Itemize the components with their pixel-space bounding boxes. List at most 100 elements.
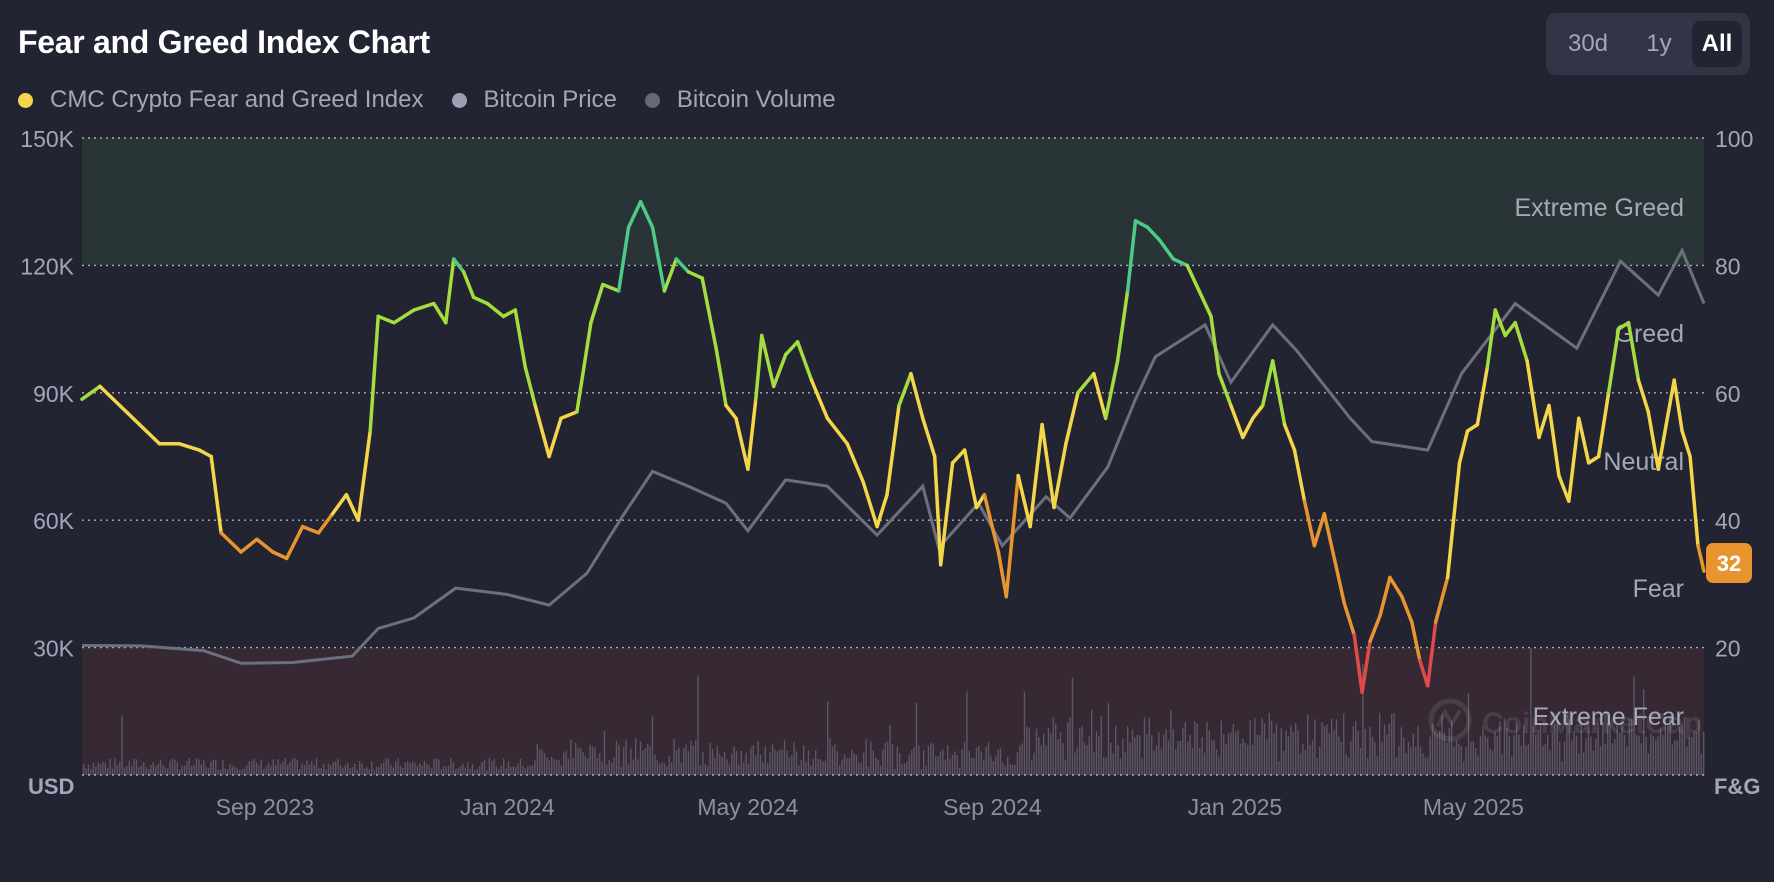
volume-bar: [1203, 752, 1206, 775]
volume-bar: [390, 765, 392, 775]
volume-bar: [695, 740, 697, 775]
volume-bar: [642, 750, 644, 775]
volume-bar: [171, 758, 174, 775]
volume-bar: [1047, 728, 1050, 775]
volume-bar: [647, 743, 649, 775]
volume-bar: [1393, 713, 1395, 775]
volume-bar: [1179, 740, 1182, 775]
volume-bar: [450, 758, 452, 775]
volume-bar: [692, 746, 694, 775]
volume-bar: [1359, 748, 1362, 775]
volume-bar: [740, 750, 742, 775]
fg-segment: [746, 397, 758, 471]
fg-segment: [451, 257, 466, 274]
volume-bar: [387, 758, 390, 775]
volume-bar: [913, 747, 915, 775]
legend-item-fear-greed[interactable]: CMC Crypto Fear and Greed Index: [18, 86, 424, 114]
volume-bar: [1345, 754, 1347, 775]
volume-bar: [1410, 747, 1412, 775]
fg-segment: [1475, 365, 1490, 427]
volume-bar: [284, 758, 286, 775]
volume-bar: [1412, 733, 1414, 775]
range-1y-button[interactable]: 1y: [1646, 30, 1672, 57]
page-title: Fear and Greed Index Chart: [18, 24, 430, 60]
volume-bar: [1369, 726, 1371, 775]
volume-bar: [339, 765, 342, 775]
volume-bar: [949, 758, 951, 775]
volume-bar: [563, 752, 565, 775]
volume-bar: [90, 769, 92, 775]
volume-bar: [282, 761, 284, 775]
volume-bar: [1009, 764, 1011, 775]
fg-segment: [783, 340, 800, 357]
legend-item-bitcoin-price[interactable]: Bitcoin Price: [451, 86, 617, 114]
volume-bar: [851, 749, 853, 775]
volume-bar: [1076, 747, 1078, 775]
volume-bar: [877, 759, 879, 775]
volume-bar: [291, 759, 294, 775]
volume-bar: [169, 760, 171, 775]
volume-bar: [1285, 730, 1287, 775]
volume-bar: [752, 745, 754, 775]
volume-bar: [325, 769, 327, 775]
fg-segment: [734, 416, 750, 471]
fg-segment: [1260, 359, 1275, 408]
fg-segment: [1400, 594, 1414, 624]
volume-bar: [541, 749, 543, 775]
volume-bar: [714, 757, 716, 775]
volume-bar: [368, 769, 370, 775]
volume-bar: [1302, 744, 1304, 775]
volume-bar: [599, 753, 601, 775]
volume-bar: [143, 762, 145, 775]
volume-bar: [1143, 717, 1146, 775]
volume-bar: [1667, 725, 1669, 775]
volume-bar: [1031, 760, 1033, 775]
volume-bar: [1659, 728, 1662, 775]
legend-label: Bitcoin Volume: [676, 86, 836, 113]
volume-bar: [248, 760, 250, 775]
volume-bar: [1122, 738, 1124, 775]
volume-bar: [680, 762, 682, 775]
range-30d-button[interactable]: 30d: [1567, 30, 1609, 57]
volume-bar: [1645, 737, 1647, 775]
volume-bar: [867, 766, 870, 775]
extreme-greed-band: [82, 138, 1704, 265]
volume-bar: [1211, 740, 1213, 775]
legend-item-bitcoin-volume[interactable]: Bitcoin Volume: [644, 86, 836, 114]
volume-bar: [299, 769, 301, 775]
volume-bar: [1110, 742, 1112, 775]
volume-bar: [373, 769, 375, 775]
volume-bar: [1247, 744, 1249, 775]
volume-bar: [951, 755, 954, 775]
volume-bar: [1566, 714, 1568, 775]
volume-bar: [107, 767, 109, 775]
volume-bar: [661, 761, 663, 775]
range-all-button[interactable]: All: [1692, 21, 1742, 67]
volume-bar: [111, 768, 114, 775]
volume-bar: [788, 757, 790, 775]
volume-bar: [512, 766, 514, 775]
fg-segment: [950, 448, 967, 465]
fg-segment: [533, 403, 551, 459]
volume-bar: [961, 749, 963, 775]
volume-bar: [1028, 728, 1030, 775]
volume-bar: [872, 750, 874, 775]
volume-bar: [1391, 713, 1393, 775]
volume-bar: [1043, 734, 1045, 775]
volume-bar: [819, 759, 822, 775]
volume-bar: [349, 768, 351, 775]
volume-bar: [145, 767, 147, 775]
y-left-unit: USD: [28, 774, 74, 799]
volume-bar: [966, 691, 968, 775]
legend-dot-icon: [18, 92, 33, 108]
fg-segment: [626, 199, 643, 229]
volume-bar: [1067, 722, 1069, 775]
volume-bar: [1283, 751, 1285, 775]
volume-bar: [1103, 757, 1105, 775]
volume-bar: [1059, 732, 1062, 775]
volume-bar: [306, 760, 308, 775]
chart-legend: CMC Crypto Fear and Greed Index Bitcoin …: [18, 86, 864, 114]
volume-bar: [311, 761, 313, 775]
volume-bar: [963, 742, 966, 775]
